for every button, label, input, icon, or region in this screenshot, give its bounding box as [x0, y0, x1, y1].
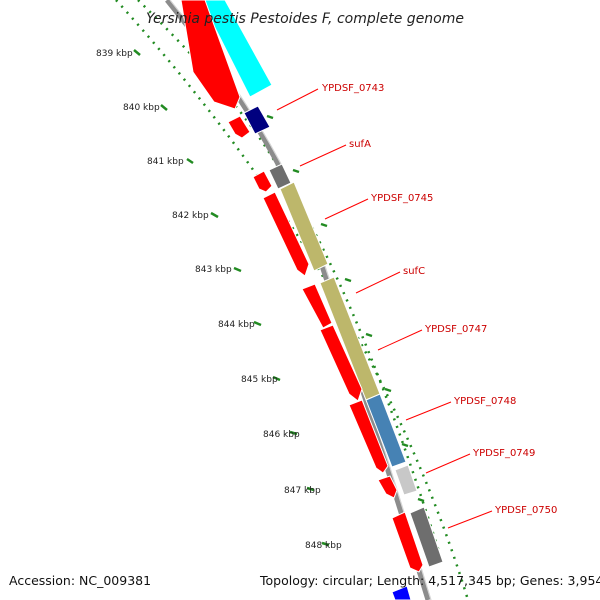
gene-label[interactable]: YPDSF_0745: [370, 193, 433, 204]
cds-arrows: [180, 0, 424, 573]
cds-arrow: [377, 475, 398, 499]
accession-text: Accession: NC_009381: [9, 573, 152, 588]
feature-cyan: [200, 0, 273, 98]
scale-labels: 839 kbp 840 kbp 841 kbp 842 kbp 843 kbp …: [96, 49, 342, 551]
gene-label[interactable]: YPDSF_0743: [321, 83, 384, 94]
gene-label[interactable]: sufA: [349, 139, 371, 150]
feature-blue: [391, 585, 412, 600]
cds-arrow: [348, 399, 389, 474]
scale-label: 844 kbp: [218, 320, 255, 330]
gene-label[interactable]: YPDSF_0748: [453, 396, 516, 407]
cds-arrow: [252, 170, 273, 193]
feature-dark-gray: [409, 506, 444, 568]
scale-label: 843 kbp: [195, 265, 232, 275]
scale-label: 846 kbp: [263, 430, 300, 440]
cds-arrow: [227, 115, 251, 139]
gene-label[interactable]: sufC: [403, 266, 425, 277]
cog-features: [200, 0, 444, 600]
map-title: Yersinia pestis Pestoides F, complete ge…: [146, 11, 464, 27]
genome-summary-text: Topology: circular; Length: 4,517,345 bp…: [260, 573, 600, 588]
inner-ticks: [266, 114, 425, 503]
scale-label: 839 kbp: [96, 49, 133, 59]
scale-label: 848 kbp: [305, 541, 342, 551]
scale-label: 847 kbp: [284, 486, 321, 496]
gene-label[interactable]: YPDSF_0749: [472, 448, 535, 459]
gene-label[interactable]: YPDSF_0747: [424, 324, 487, 335]
scale-label: 841 kbp: [147, 157, 184, 167]
scale-label: 845 kbp: [241, 375, 278, 385]
outer-scale-dots: [115, 0, 470, 600]
inner-scale-dots: [137, 0, 442, 556]
cds-arrow: [391, 511, 424, 573]
cds-arrow: [262, 191, 310, 277]
feature-light-gray: [394, 464, 418, 496]
gene-label[interactable]: YPDSF_0750: [494, 505, 557, 516]
scale-label: 840 kbp: [123, 103, 160, 113]
feature-olive: [279, 181, 329, 272]
cds-arrow: [319, 324, 363, 402]
feature-navy: [243, 105, 271, 135]
feature-steel-blue: [365, 393, 407, 468]
gene-labels: YPDSF_0743 sufA YPDSF_0745 sufC YPDSF_07…: [321, 83, 557, 516]
label-leaders: [276, 88, 493, 529]
scale-ticks: [133, 49, 330, 547]
cds-arrow: [180, 0, 241, 110]
scale-label: 842 kbp: [172, 211, 209, 221]
cds-arrow: [301, 283, 333, 329]
